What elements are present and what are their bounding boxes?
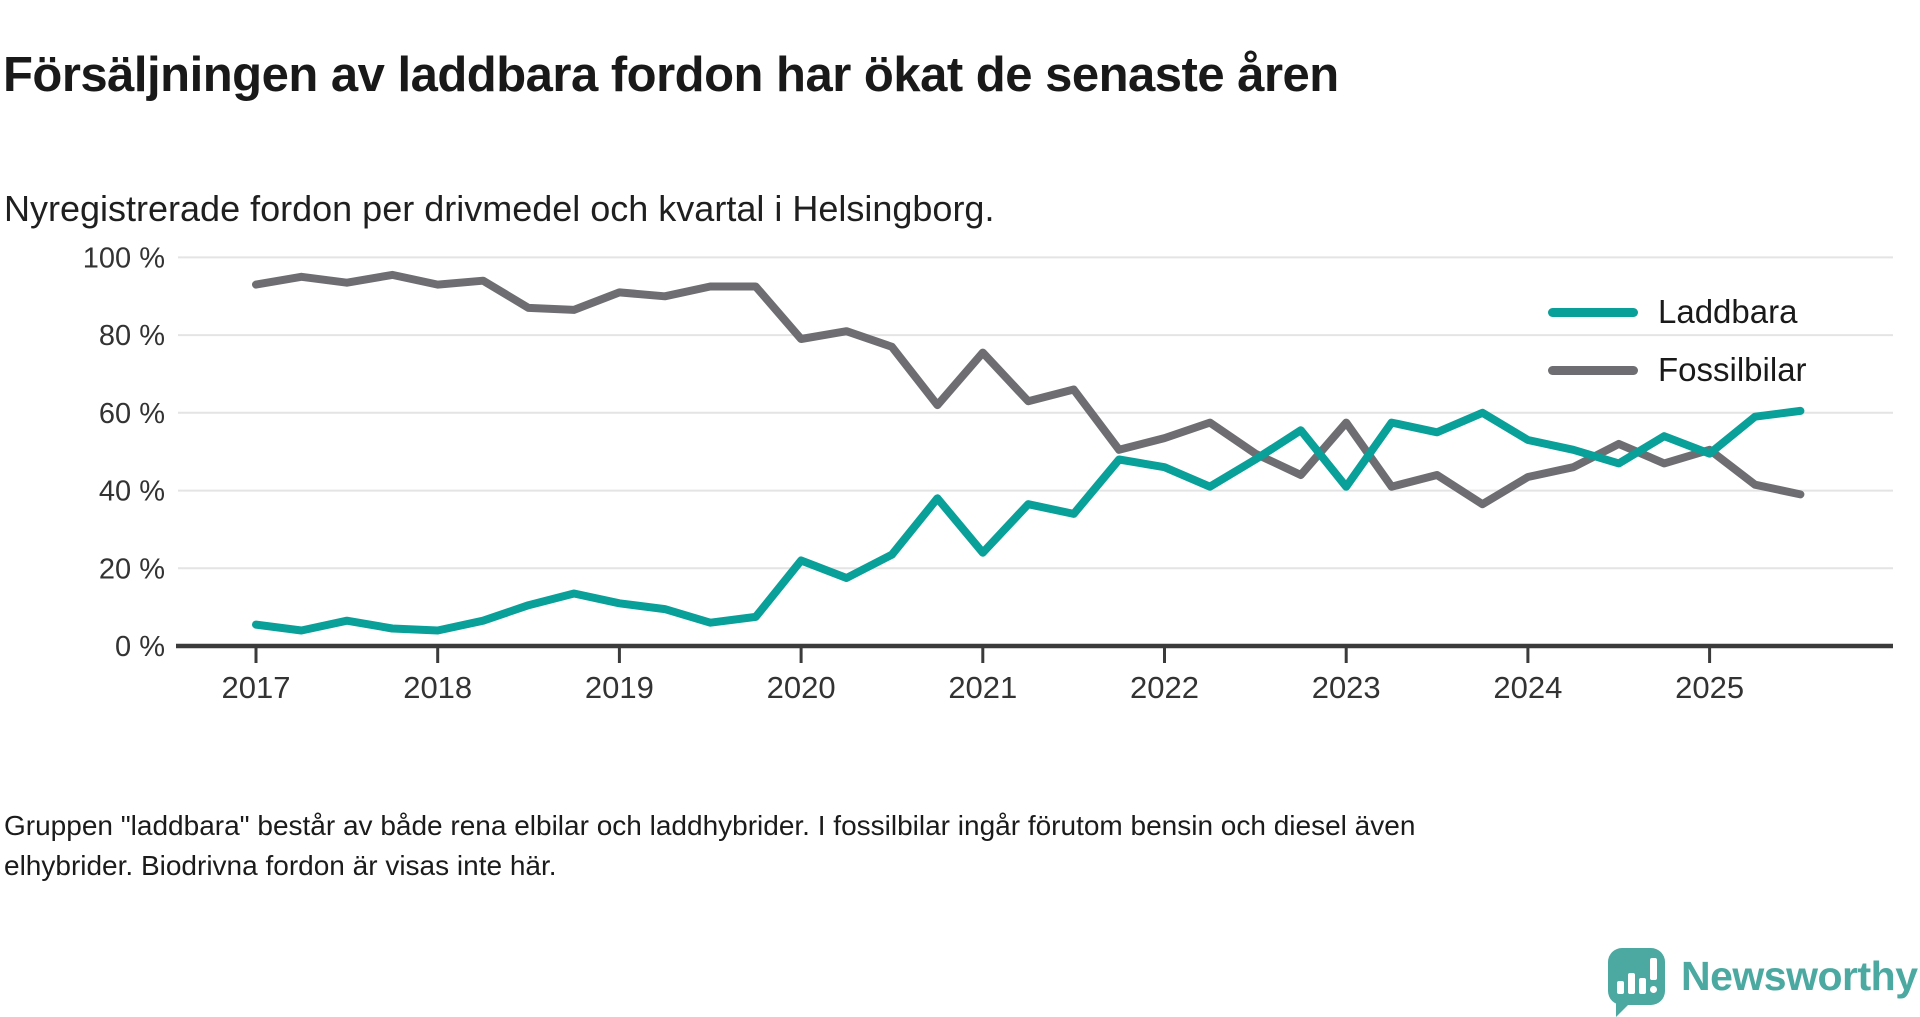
x-axis-tick-label: 2018 <box>403 670 472 705</box>
speech-bubble-tail <box>1616 1001 1632 1017</box>
page-title: Försäljningen av laddbara fordon har öka… <box>3 47 1339 102</box>
footnote-line-2: elhybrider. Biodrivna fordon är visas in… <box>4 850 557 881</box>
series-line-fossilbilar <box>252 270 1805 509</box>
legend-item-laddbara: Laddbara <box>1548 283 1807 341</box>
newsworthy-logo: Newsworthy <box>1608 948 1918 1017</box>
x-axis-tick-label: 2024 <box>1493 670 1562 705</box>
legend-swatch-fossilbilar <box>1548 365 1638 375</box>
x-axis-tick-label: 2021 <box>948 670 1017 705</box>
legend-swatch-laddbara <box>1548 307 1638 317</box>
x-axis-tick-label: 2020 <box>767 670 836 705</box>
legend-label-laddbara: Laddbara <box>1658 293 1798 330</box>
x-axis-tick-label: 2022 <box>1130 670 1199 705</box>
newsworthy-logo-icon <box>1608 948 1665 1017</box>
y-axis-tick-label: 20 % <box>99 553 165 585</box>
exclamation-icon <box>1650 958 1657 980</box>
page-subtitle: Nyregistrerade fordon per drivmedel och … <box>4 188 995 229</box>
chart-legend: Laddbara Fossilbilar <box>1548 283 1807 399</box>
series-line-laddbara <box>252 406 1805 635</box>
line-chart: 100 % 80 % 60 % 40 % 20 % 0 % 2017 2018 2019 2020… <box>83 242 1893 705</box>
line-chart-svg: 100 % 80 % 60 % 40 % 20 % 0 % 2017 2018 2019 2020… <box>83 242 1893 705</box>
y-axis-tick-label: 100 % <box>83 242 165 274</box>
x-axis-tick-label: 2017 <box>222 670 291 705</box>
y-axis-tick-label: 60 % <box>99 398 165 430</box>
y-axis-tick-label: 0 % <box>115 631 165 663</box>
legend-item-fossilbilar: Fossilbilar <box>1548 341 1807 399</box>
legend-label-fossilbilar: Fossilbilar <box>1658 351 1807 388</box>
x-axis-tick-label: 2019 <box>585 670 654 705</box>
y-axis-tick-label: 40 % <box>99 476 165 508</box>
newsworthy-logo-text: Newsworthy <box>1681 953 1918 999</box>
y-axis-tick-label: 80 % <box>99 320 165 352</box>
x-axis-tick-label: 2023 <box>1312 670 1381 705</box>
x-axis-tick-label: 2025 <box>1675 670 1744 705</box>
chart-footnote: Gruppen "laddbara" består av både rena e… <box>4 806 1415 886</box>
footnote-line-1: Gruppen "laddbara" består av både rena e… <box>4 810 1416 841</box>
bar-chart-glyph <box>1617 981 1624 994</box>
